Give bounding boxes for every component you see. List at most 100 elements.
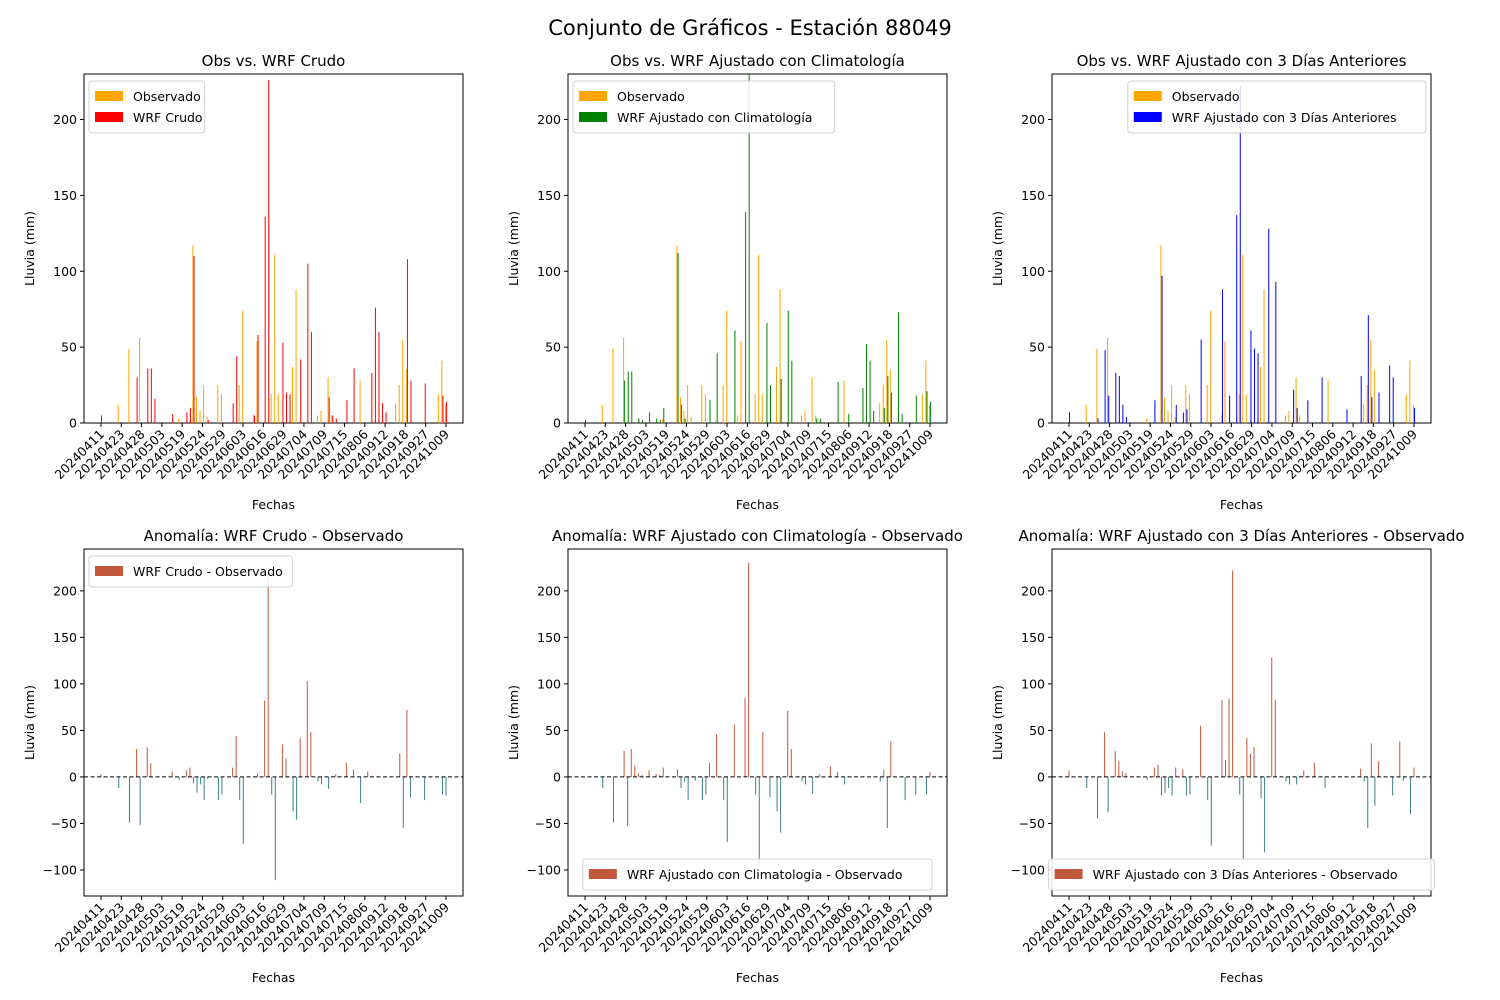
bar — [1163, 397, 1165, 423]
bar — [791, 360, 793, 423]
y-tick-label: 200 — [537, 583, 561, 598]
bar — [385, 412, 387, 423]
bar — [442, 395, 444, 423]
bar — [901, 413, 903, 423]
legend: Observado WRF Ajustado con Climatología — [572, 80, 836, 134]
bar — [289, 394, 291, 423]
bar — [360, 776, 362, 803]
bar — [776, 776, 778, 812]
bar — [1289, 776, 1291, 785]
chart-title: Obs vs. WRF Ajustado con Climatología — [610, 52, 905, 70]
bar — [815, 415, 817, 423]
bar — [687, 776, 689, 801]
plot-frame — [567, 73, 948, 424]
bar — [882, 385, 884, 423]
bar — [274, 776, 276, 881]
legend-swatch — [1133, 112, 1162, 122]
bar — [1313, 762, 1315, 777]
bar — [687, 385, 689, 423]
bar — [844, 776, 846, 785]
bar — [1363, 776, 1365, 782]
bar — [734, 330, 736, 423]
bar — [154, 398, 156, 423]
y-tick-label: 0 — [553, 769, 561, 784]
legend: WRF Crudo - Observado — [88, 555, 293, 588]
bar — [709, 400, 711, 423]
bar — [171, 771, 173, 777]
bar — [733, 724, 735, 777]
bar — [926, 391, 928, 423]
bar — [1160, 776, 1162, 796]
chart-title: Anomalía: WRF Ajustado con 3 Días Anteri… — [1018, 527, 1464, 545]
bar — [716, 734, 718, 777]
bar — [1168, 776, 1170, 789]
bar — [1174, 416, 1176, 423]
bar — [705, 776, 707, 795]
bar — [274, 254, 276, 423]
bar — [300, 359, 302, 423]
bar — [1221, 699, 1223, 777]
bar — [736, 415, 738, 423]
bar — [1229, 395, 1231, 423]
legend-swatch — [95, 566, 123, 576]
bar — [178, 418, 180, 423]
bar — [776, 366, 778, 423]
y-tick-label: 50 — [1029, 723, 1045, 738]
bar — [612, 348, 614, 423]
legend-box — [572, 80, 836, 134]
bar — [206, 416, 208, 423]
bar — [928, 404, 930, 423]
bar — [679, 397, 681, 423]
bar — [296, 776, 298, 820]
bar — [879, 403, 881, 423]
bar — [1164, 776, 1166, 793]
chart-title: Anomalía: WRF Ajustado con Climatología … — [552, 527, 963, 545]
bar — [1185, 385, 1187, 423]
bar — [139, 338, 141, 423]
bar — [761, 394, 763, 423]
bar — [1373, 369, 1375, 423]
y-tick-label: 150 — [537, 630, 561, 645]
bar — [256, 341, 258, 423]
bar — [257, 334, 259, 423]
bar — [740, 341, 742, 423]
bar — [1146, 418, 1148, 423]
bar — [1299, 415, 1301, 423]
bar — [441, 776, 443, 795]
bar — [662, 767, 664, 777]
chart-panel-5: Anomalía: WRF Ajustado con Climatología … — [506, 527, 963, 985]
bar — [232, 403, 234, 423]
y-tick-label: −100 — [1011, 862, 1045, 877]
y-tick-label: 200 — [1021, 112, 1045, 127]
bar — [1210, 776, 1212, 846]
bar — [637, 773, 639, 777]
legend-entry: WRF Ajustado con 3 Días Anteriores - Obs… — [1093, 867, 1398, 882]
bar — [1392, 377, 1394, 423]
bar — [883, 407, 885, 423]
bar — [930, 401, 932, 423]
y-tick-label: 0 — [1037, 769, 1045, 784]
bar — [398, 385, 400, 423]
y-tick-label: 0 — [1037, 416, 1045, 431]
bar — [217, 776, 219, 801]
legend: Observado WRF Crudo — [88, 80, 206, 134]
bar — [684, 418, 686, 423]
bar — [1114, 750, 1116, 777]
bar — [1389, 365, 1391, 423]
bar — [335, 418, 337, 423]
bar — [1086, 776, 1088, 789]
bar — [1346, 409, 1348, 423]
bar — [1069, 412, 1071, 423]
bar — [353, 368, 355, 423]
bar — [136, 377, 138, 423]
bar — [684, 776, 686, 782]
bar — [1096, 348, 1098, 423]
bar — [1296, 407, 1298, 423]
bar — [1409, 360, 1411, 423]
bar — [887, 375, 889, 423]
bar — [1374, 776, 1376, 806]
bar — [1157, 764, 1159, 777]
bar — [1402, 776, 1404, 781]
bar — [690, 416, 692, 423]
